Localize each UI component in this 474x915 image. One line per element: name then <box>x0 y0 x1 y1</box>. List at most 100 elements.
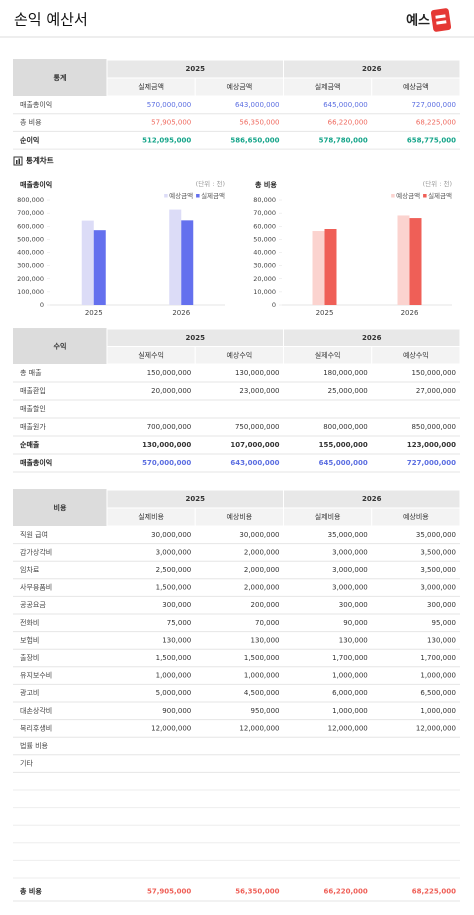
chart-title: 매출총이익 <box>20 180 52 189</box>
row-value: 750,000,000 <box>235 423 280 431</box>
footer-value: 68,225,000 <box>412 888 456 896</box>
row-value: 3,000,000 <box>332 584 368 592</box>
y-tick-label: 80,000 <box>253 196 276 204</box>
row-value: 2,500,000 <box>156 566 192 574</box>
footer-value: 57,905,000 <box>147 888 191 896</box>
row-value: 1,500,000 <box>244 654 280 662</box>
row-value: 57,905,000 <box>151 119 191 127</box>
row-value: 6,000,000 <box>332 689 368 697</box>
page-title: 손익 예산서 <box>14 11 88 29</box>
row-label: 법률 비용 <box>20 741 49 750</box>
legend-swatch <box>164 194 168 198</box>
chart: 총 비용 (단위 : 천) 0 10,000 20,000 30,000 40,000 50,… <box>253 179 452 317</box>
row-value: 645,000,000 <box>319 459 368 467</box>
year-label: 2025 <box>186 334 206 342</box>
row-value: 800,000,000 <box>323 423 368 431</box>
row-value: 1,000,000 <box>420 707 456 715</box>
chart-unit: (단위 : 천) <box>423 179 452 188</box>
row-value: 643,000,000 <box>235 101 280 109</box>
row-value: 1,000,000 <box>244 672 280 680</box>
column-label: 예상비용 <box>403 512 429 521</box>
row-value: 30,000,000 <box>151 531 191 539</box>
row-value: 512,095,000 <box>142 136 191 144</box>
chart: 매출총이익 (단위 : 천) 0 100,000 200,000 300,000 400,0… <box>17 179 225 317</box>
row-value: 1,500,000 <box>156 584 192 592</box>
row-value: 3,500,000 <box>420 548 456 556</box>
logo-text: 예스 <box>406 13 430 29</box>
row-value: 5,000,000 <box>156 689 192 697</box>
bar <box>312 231 325 305</box>
row-value: 130,000 <box>162 636 191 644</box>
bar <box>169 209 182 305</box>
row-label: 유지보수비 <box>20 671 52 680</box>
row-label: 공공요금 <box>20 601 46 609</box>
row-value: 35,000,000 <box>328 531 368 539</box>
row-value: 850,000,000 <box>411 423 456 431</box>
corner-cell <box>13 490 107 526</box>
bar <box>409 218 422 305</box>
row-value: 570,000,000 <box>147 101 192 109</box>
row-value: 950,000 <box>251 707 280 715</box>
row-value: 155,000,000 <box>319 441 368 449</box>
row-value: 12,000,000 <box>239 724 279 732</box>
row-value: 20,000,000 <box>151 387 191 395</box>
y-tick-label: 10,000 <box>253 288 276 296</box>
row-label: 사무용품비 <box>20 583 52 592</box>
footer-value: 66,220,000 <box>323 888 367 896</box>
row-value: 23,000,000 <box>239 387 279 395</box>
row-label: 총 비용 <box>20 118 42 127</box>
row-label: 전화비 <box>20 618 39 627</box>
y-tick-label: 200,000 <box>17 275 44 283</box>
row-value: 1,000,000 <box>332 707 368 715</box>
row-label: 매출총이익 <box>20 458 52 467</box>
y-tick-label: 40,000 <box>253 249 276 257</box>
section-icon <box>13 156 23 166</box>
row-value: 578,780,000 <box>319 136 368 144</box>
chart-unit: (단위 : 천) <box>196 179 225 188</box>
corner-label: 수익 <box>54 342 67 351</box>
row-label: 총 매출 <box>20 368 42 377</box>
year-label: 2025 <box>186 495 206 503</box>
y-tick-label: 50,000 <box>253 235 276 243</box>
row-label: 매출할인 <box>20 404 46 413</box>
row-label: 광고비 <box>20 688 39 697</box>
row-value: 123,000,000 <box>407 441 456 449</box>
row-value: 70,000 <box>255 619 280 627</box>
y-tick-label: 20,000 <box>253 275 276 283</box>
y-tick-label: 70,000 <box>253 209 276 217</box>
row-value: 2,000,000 <box>244 584 280 592</box>
column-label: 예상비용 <box>226 512 252 521</box>
x-tick-label: 2025 <box>316 309 334 317</box>
column-label: 예상금액 <box>403 82 429 91</box>
legend-label: 실제금액 <box>201 191 225 200</box>
row-value: 66,220,000 <box>328 119 368 127</box>
row-label: 감가상각비 <box>20 547 52 556</box>
row-value: 12,000,000 <box>151 724 191 732</box>
y-tick-label: 600,000 <box>17 222 44 230</box>
column-cell <box>371 507 461 527</box>
y-tick-label: 500,000 <box>17 235 44 243</box>
row-value: 3,000,000 <box>332 566 368 574</box>
row-value: 300,000 <box>162 601 191 609</box>
row-value: 3,000,000 <box>420 584 456 592</box>
row-value: 727,000,000 <box>407 459 456 467</box>
row-value: 3,000,000 <box>332 548 368 556</box>
row-value: 130,000 <box>427 636 456 644</box>
column-label: 예상금액 <box>226 82 252 91</box>
column-cell <box>371 346 461 365</box>
x-tick-label: 2026 <box>401 309 419 317</box>
corner-cell <box>13 60 107 96</box>
legend-label: 예상금액 <box>396 191 420 200</box>
row-value: 150,000,000 <box>147 369 192 377</box>
row-value: 12,000,000 <box>328 724 368 732</box>
row-value: 645,000,000 <box>323 101 368 109</box>
column-label: 실제수익 <box>315 350 341 359</box>
chart-title: 총 비용 <box>255 180 277 189</box>
bar <box>397 215 410 305</box>
row-value: 1,700,000 <box>332 654 368 662</box>
legend-swatch <box>196 194 200 198</box>
row-label: 매출총이익 <box>20 100 52 109</box>
row-value: 180,000,000 <box>323 369 368 377</box>
column-label: 실제비용 <box>315 512 341 521</box>
